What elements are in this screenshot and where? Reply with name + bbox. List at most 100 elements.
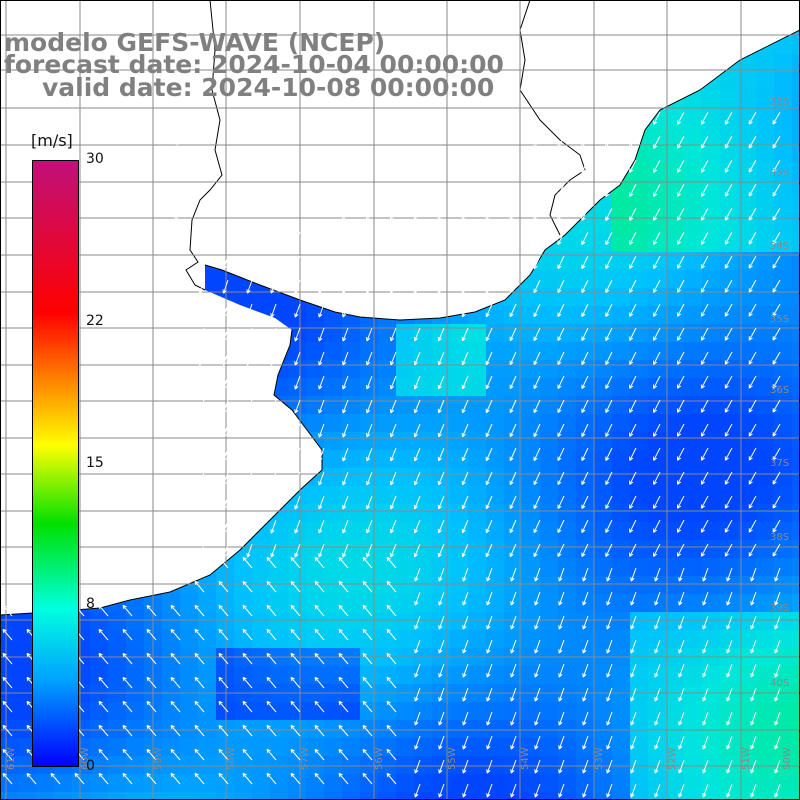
wind-arrow <box>194 556 205 569</box>
wind-arrow <box>724 159 733 173</box>
wind-arrow <box>438 639 445 654</box>
wind-arrow <box>146 700 157 713</box>
wind-arrow <box>413 351 421 366</box>
wind-arrow <box>653 351 661 365</box>
wind-arrow <box>386 580 397 593</box>
wind-arrow <box>748 423 757 437</box>
wind-arrow <box>437 279 445 294</box>
wind-arrow <box>462 567 469 582</box>
longitude-label: 56W <box>374 747 385 770</box>
wind-arrow <box>509 303 517 318</box>
wind-arrow <box>772 471 781 485</box>
wind-arrow <box>605 471 613 485</box>
wind-arrow <box>676 207 685 221</box>
wind-arrow <box>437 447 445 462</box>
wind-arrow <box>338 580 349 593</box>
wind-arrow <box>414 567 421 582</box>
wind-arrow <box>174 183 181 198</box>
wind-arrow <box>510 567 517 582</box>
wind-arrow <box>581 327 589 342</box>
latitude-label: 39S <box>770 603 789 614</box>
wind-arrow <box>509 183 517 198</box>
wind-arrow <box>558 687 565 702</box>
wind-arrow <box>700 327 709 341</box>
wind-arrow <box>414 735 421 750</box>
latitude-label: 40S <box>770 678 789 689</box>
wind-arrow <box>678 759 685 774</box>
wind-arrow <box>630 759 637 774</box>
wind-arrow <box>774 759 781 774</box>
wind-arrow <box>294 495 301 510</box>
wind-arrow <box>533 543 541 558</box>
longitude-label: 59W <box>153 747 164 770</box>
wind-arrow <box>557 399 565 414</box>
wind-arrow <box>630 591 637 606</box>
wind-arrow <box>318 231 325 246</box>
wind-arrow <box>485 351 493 366</box>
wind-arrow <box>413 255 421 270</box>
wind-arrow <box>629 255 637 269</box>
wind-arrow <box>748 303 757 317</box>
wind-arrow <box>533 231 541 246</box>
wind-arrow <box>365 399 373 414</box>
wind-arrow <box>653 399 661 413</box>
wind-arrow <box>222 351 229 366</box>
wind-arrow <box>365 495 373 510</box>
wind-arrow <box>314 676 325 689</box>
wind-arrow <box>437 543 445 558</box>
wind-arrow <box>438 711 445 726</box>
wind-arrow <box>605 351 613 365</box>
wind-arrow <box>557 351 565 366</box>
wind-arrow <box>653 159 661 173</box>
wind-arrow <box>174 87 181 102</box>
wind-arrow <box>338 556 349 569</box>
wind-arrow <box>582 735 589 750</box>
wind-arrow <box>462 687 469 702</box>
wind-arrow <box>678 783 685 798</box>
wind-arrow <box>362 724 373 737</box>
wind-arrow <box>581 471 589 486</box>
wind-arrow <box>318 255 325 270</box>
wind-arrow <box>389 543 397 558</box>
wind-arrow <box>700 255 709 269</box>
wind-arrow <box>605 207 613 221</box>
latitude-label: 32S <box>770 97 789 108</box>
wind-arrow <box>582 567 589 582</box>
wind-arrow <box>700 303 709 317</box>
wind-arrow <box>270 399 277 414</box>
wind-arrow <box>414 615 421 630</box>
wind-arrow <box>318 375 325 390</box>
wind-arrow <box>461 207 469 222</box>
wind-arrow <box>485 303 493 318</box>
wind-arrow <box>413 423 421 438</box>
wind-arrow <box>342 519 349 534</box>
wind-arrow <box>605 447 613 461</box>
wind-arrow <box>365 519 373 534</box>
wind-arrow <box>724 351 733 365</box>
wind-arrow <box>700 471 709 485</box>
wind-arrow <box>338 724 349 737</box>
wind-arrow <box>653 135 661 149</box>
wind-arrow <box>533 303 541 318</box>
wind-arrow <box>342 495 349 510</box>
wind-arrow <box>557 495 565 510</box>
wind-arrow <box>222 279 229 294</box>
wind-arrow <box>654 615 661 630</box>
wind-arrow <box>748 327 757 341</box>
wind-arrow <box>700 159 709 173</box>
wind-arrow <box>750 639 757 654</box>
wind-arrow <box>413 471 421 486</box>
wind-arrow <box>630 615 637 630</box>
wind-arrow <box>557 231 565 246</box>
wind-arrow <box>342 207 349 222</box>
wind-arrow <box>314 748 325 761</box>
wind-arrow <box>389 471 397 486</box>
wind-arrow <box>246 399 253 414</box>
wind-arrow <box>98 772 109 785</box>
wind-arrow <box>486 735 493 750</box>
wind-arrow <box>266 652 277 665</box>
wind-arrow <box>122 652 133 665</box>
wind-arrow <box>558 783 565 798</box>
wind-arrow <box>654 783 661 798</box>
wind-arrow <box>724 231 733 245</box>
